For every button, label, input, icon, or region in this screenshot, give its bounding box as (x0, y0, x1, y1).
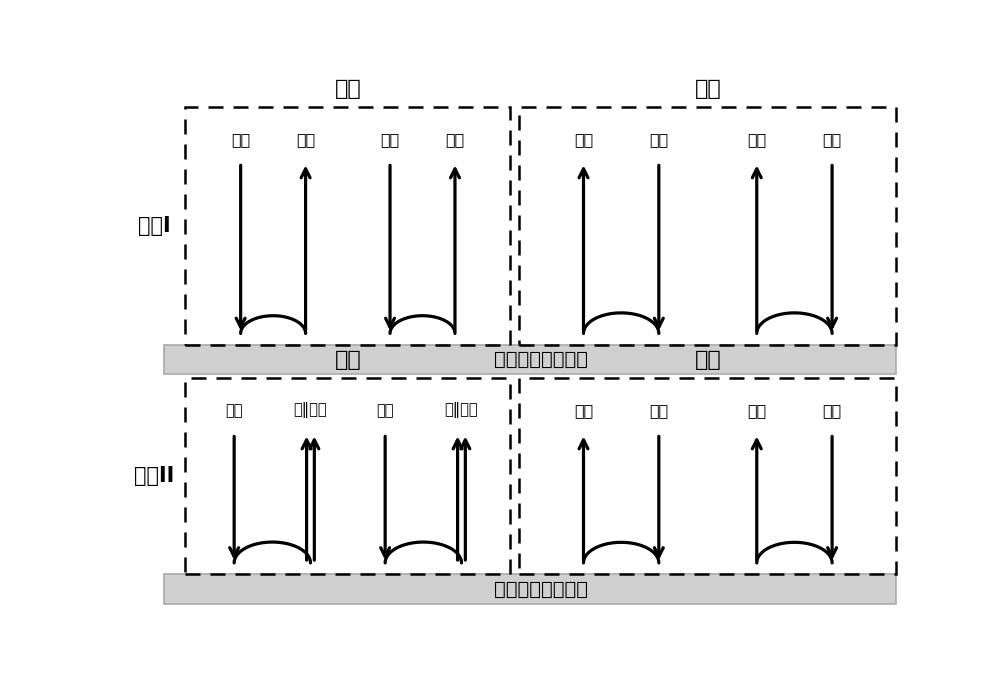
Text: 左‖右旋: 左‖右旋 (294, 403, 327, 418)
Text: 断开: 断开 (694, 350, 721, 370)
Bar (519, 107, 896, 345)
Text: 左旋: 左旋 (296, 132, 315, 147)
Text: 频段II: 频段II (134, 466, 175, 486)
Bar (164, 345, 896, 374)
Bar (185, 107, 510, 345)
Text: 导通: 导通 (334, 350, 361, 370)
Text: 右旋: 右旋 (649, 132, 668, 147)
Text: 右旋: 右旋 (574, 132, 593, 147)
Bar (519, 378, 896, 574)
Text: 左旋: 左旋 (380, 132, 400, 147)
Bar (185, 378, 510, 574)
Text: 左旋: 左旋 (747, 132, 766, 147)
Text: 断开: 断开 (694, 80, 721, 100)
Text: 右旋: 右旋 (225, 403, 243, 418)
Text: 左旋: 左旋 (822, 132, 842, 147)
Text: 右旋: 右旋 (445, 132, 465, 147)
Text: 左旋: 左旋 (822, 403, 842, 418)
Text: 频段I: 频段I (138, 216, 171, 236)
Text: 右‖左旋: 右‖左旋 (445, 403, 478, 418)
Text: 圆极化旋向调控器: 圆极化旋向调控器 (494, 350, 588, 369)
Text: 右旋: 右旋 (649, 403, 668, 418)
Text: 右旋: 右旋 (574, 403, 593, 418)
Text: 右旋: 右旋 (231, 132, 250, 147)
Text: 左旋: 左旋 (376, 403, 394, 418)
Text: 左旋: 左旋 (747, 403, 766, 418)
Text: 导通: 导通 (334, 80, 361, 100)
Text: 圆极化旋向调控器: 圆极化旋向调控器 (494, 580, 588, 598)
Bar (164, 574, 896, 604)
